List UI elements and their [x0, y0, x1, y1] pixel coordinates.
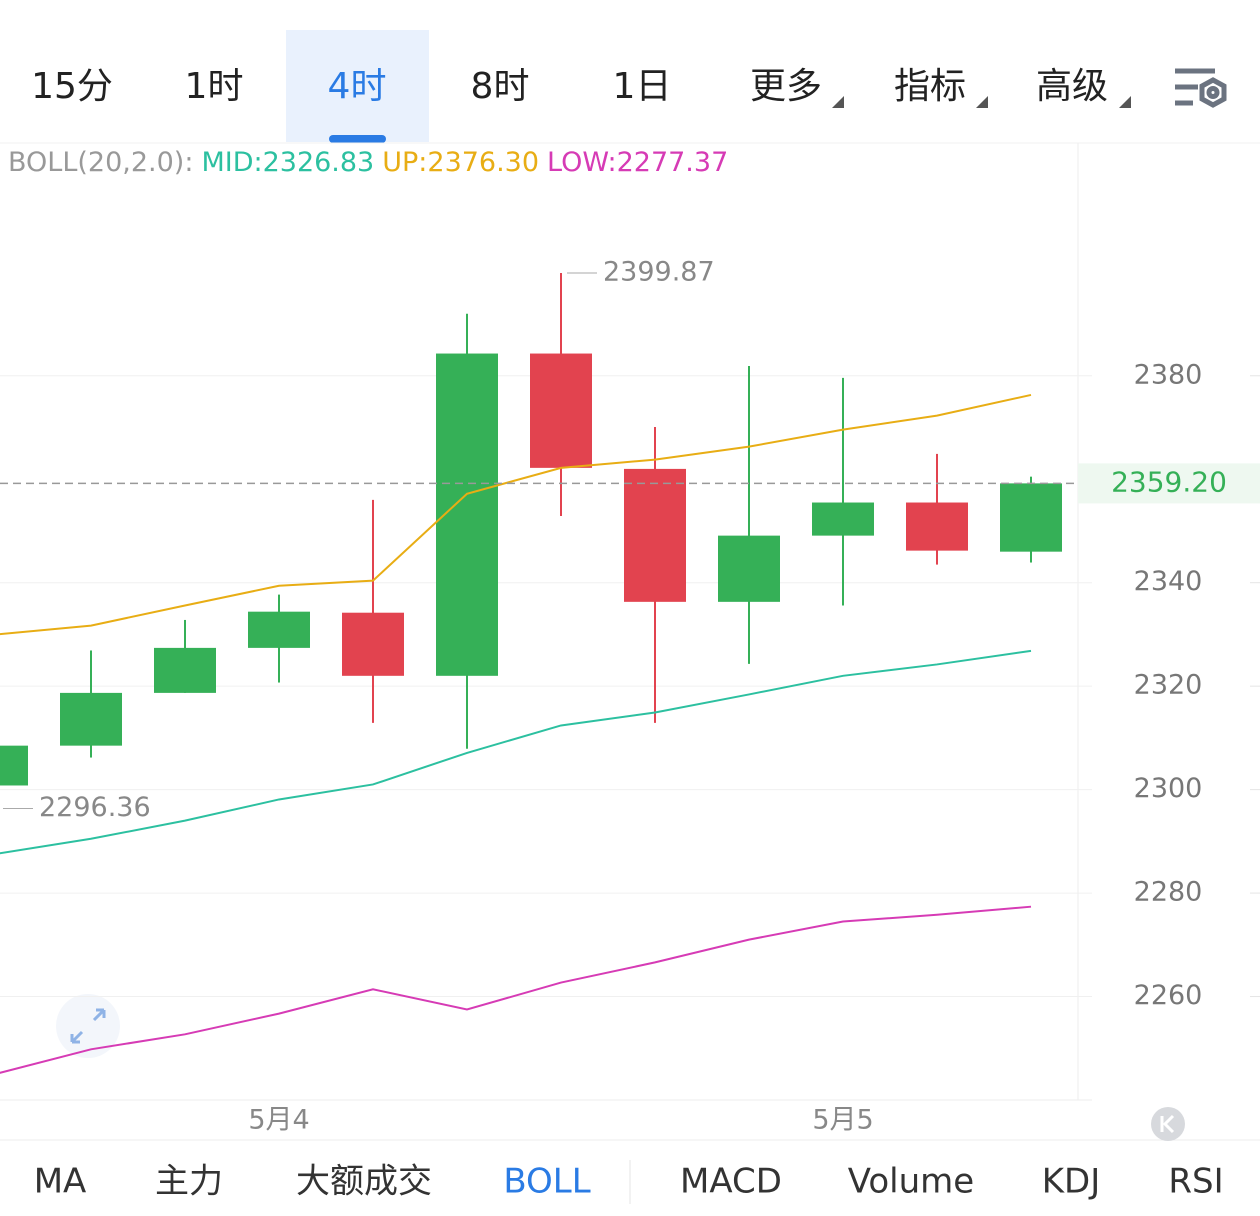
last-price-label: 2359.20 — [1111, 465, 1227, 498]
candle-body — [1000, 483, 1062, 552]
tab[interactable]: 更多 — [750, 66, 822, 107]
y-tick-label: 2300 — [1134, 773, 1203, 804]
dropdown-arrows — [832, 96, 1131, 108]
collapse-button[interactable] — [1151, 1107, 1185, 1141]
tab[interactable]: 8时 — [471, 66, 530, 107]
settings-icon[interactable] — [1175, 68, 1227, 108]
boll-line — [0, 905, 1032, 1074]
boll-line — [0, 649, 1032, 855]
candle-body — [342, 612, 404, 676]
max-label: 2399.87 — [603, 256, 715, 287]
y-tick-label: 2280 — [1134, 877, 1203, 908]
indicator-tab[interactable]: MACD — [680, 1162, 782, 1202]
candle-body — [812, 502, 874, 536]
candle-body — [248, 611, 310, 648]
candle-body — [624, 468, 686, 602]
candle-body — [530, 353, 592, 468]
y-tick-label: 2380 — [1134, 359, 1203, 390]
tab[interactable]: 指标 — [894, 66, 966, 107]
tab[interactable]: 15分 — [31, 66, 113, 107]
indicator-tab[interactable]: MA — [34, 1162, 87, 1202]
y-tick-label: 2340 — [1134, 566, 1203, 597]
tab[interactable]: 高级 — [1036, 66, 1108, 107]
legend-entry: MID:2326.83 — [201, 147, 374, 178]
indicator-legend: BOLL(20,2.0): MID:2326.83 UP:2376.30 LOW:22… — [8, 147, 728, 178]
indicator-tab[interactable]: BOLL — [503, 1162, 590, 1202]
indicator-name: BOLL(20,2.0): — [8, 147, 193, 178]
indicator-tab[interactable]: Volume — [848, 1162, 974, 1202]
active-tab-underline — [329, 135, 386, 143]
indicator-tab[interactable]: 大额成交 — [296, 1162, 432, 1202]
indicator-tab[interactable]: 主力 — [155, 1162, 223, 1202]
x-tick-label: 5月4 — [248, 1105, 309, 1136]
tab[interactable]: 4时 — [328, 66, 387, 107]
indicator-tab[interactable]: KDJ — [1042, 1162, 1101, 1202]
active-tab-bg — [286, 30, 429, 142]
tab[interactable]: 1时 — [185, 66, 244, 107]
candle-body — [0, 745, 28, 786]
boll-line — [0, 393, 1032, 636]
candle-body — [436, 353, 498, 676]
tab[interactable]: 1日 — [613, 66, 672, 107]
candle-body — [906, 502, 968, 551]
y-tick-label: 2260 — [1134, 980, 1203, 1011]
legend-entry: UP:2376.30 — [382, 147, 539, 178]
min-label: 2296.36 — [39, 792, 151, 823]
expand-icon[interactable] — [56, 994, 120, 1058]
candle-body — [60, 692, 122, 746]
candle-body — [718, 535, 780, 602]
last-price-bg — [1078, 463, 1260, 504]
indicator-tab[interactable]: RSI — [1168, 1162, 1223, 1202]
legend-entry: LOW:2277.37 — [547, 147, 728, 178]
y-tick-label: 2320 — [1134, 670, 1203, 701]
candle-body — [154, 647, 216, 693]
x-tick-label: 5月5 — [812, 1105, 873, 1136]
